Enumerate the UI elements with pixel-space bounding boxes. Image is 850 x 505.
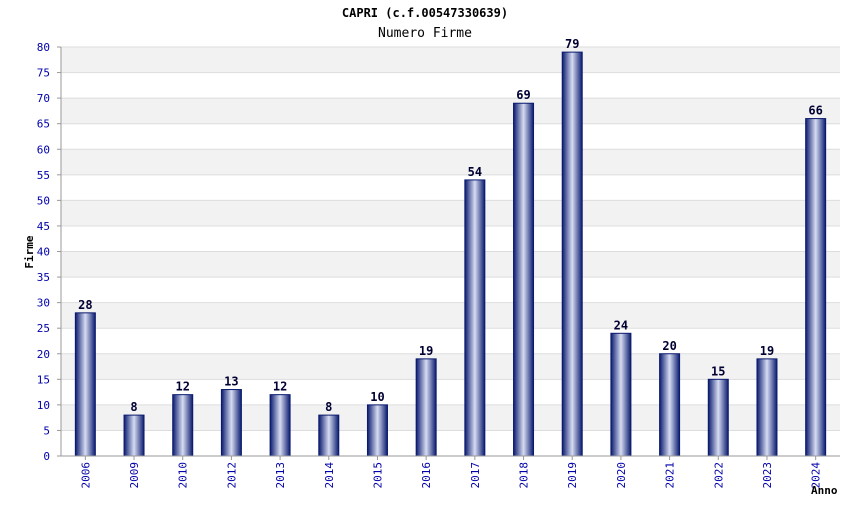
x-tick-label-2016: 2016	[420, 462, 433, 489]
grid-band	[61, 251, 840, 278]
bar-2015	[366, 404, 388, 457]
value-label-2016: 19	[419, 344, 433, 358]
y-tick-label: 70	[37, 92, 50, 105]
y-tick-label: 65	[37, 118, 50, 131]
value-label-2013: 12	[273, 380, 287, 394]
value-label-2014: 8	[325, 400, 332, 414]
bar-2016	[415, 358, 437, 457]
value-label-2018: 69	[516, 88, 530, 102]
value-label-2017: 54	[468, 165, 482, 179]
bar-2017	[464, 179, 486, 457]
background-bands	[61, 47, 840, 431]
bar-2018	[513, 102, 535, 457]
bar-2009	[123, 414, 145, 457]
y-tick-label: 60	[37, 143, 50, 156]
y-tick-label: 0	[43, 450, 50, 463]
grid-band	[61, 302, 840, 329]
y-tick-label: 5	[43, 424, 50, 437]
x-axis-ticks: 2006 2009 2010 2012 2013 2014 2015 2016 2017 2018…	[79, 456, 823, 489]
bar-2020	[610, 332, 632, 457]
value-label-2019: 79	[565, 37, 579, 51]
bar-2019	[561, 51, 583, 457]
value-label-2006: 28	[78, 298, 92, 312]
y-tick-label: 75	[37, 67, 50, 80]
bars	[74, 51, 827, 457]
bar-2013	[269, 394, 291, 457]
bar-2006	[74, 312, 96, 457]
x-tick-label-2022: 2022	[712, 462, 725, 489]
value-label-2024: 66	[808, 104, 822, 118]
y-tick-label: 50	[37, 194, 50, 207]
x-tick-label-2006: 2006	[79, 462, 92, 489]
bar-2012	[220, 389, 242, 457]
x-tick-label-2018: 2018	[518, 462, 531, 489]
grid-band	[61, 98, 840, 124]
x-tick-label-2023: 2023	[761, 462, 774, 489]
y-tick-label: 15	[37, 373, 50, 386]
y-axis-ticks: 0 5 10 15 20 25 30 35 40 45 50 55 60 65 70 75 80	[37, 41, 61, 463]
y-tick-label: 20	[37, 348, 50, 361]
x-tick-label-2019: 2019	[566, 462, 579, 489]
x-tick-label-2020: 2020	[615, 462, 628, 489]
x-tick-label-2015: 2015	[371, 462, 384, 489]
grid-band	[61, 149, 840, 175]
y-tick-label: 45	[37, 220, 50, 233]
value-label-2015: 10	[370, 390, 384, 404]
y-tick-label: 25	[37, 322, 50, 335]
value-label-2012: 13	[224, 375, 238, 389]
bar-2010	[172, 394, 194, 457]
x-tick-label-2012: 2012	[225, 462, 238, 489]
chart-subtitle: Numero Firme	[378, 26, 472, 41]
bar-2014	[318, 414, 340, 457]
value-label-2021: 20	[662, 339, 676, 353]
x-tick-label-2010: 2010	[177, 462, 190, 489]
grid-band	[61, 47, 840, 73]
y-tick-label: 30	[37, 297, 50, 310]
x-tick-label-2017: 2017	[469, 462, 482, 489]
x-tick-label-2014: 2014	[323, 462, 336, 489]
value-labels: 28 8 12 13 12 8 10 19 54 69 79 24 20 15 19 66	[78, 37, 823, 414]
value-label-2020: 24	[614, 318, 628, 332]
grid-band	[61, 200, 840, 226]
chart-title: CAPRI (c.f.00547330639)	[342, 6, 508, 20]
y-axis-label: Firme	[23, 235, 36, 268]
grid-band	[61, 353, 840, 380]
value-label-2010: 12	[175, 380, 189, 394]
y-tick-label: 35	[37, 271, 50, 284]
bar-2024	[805, 118, 827, 457]
value-label-2009: 8	[130, 400, 137, 414]
x-axis-label: Anno	[811, 484, 838, 497]
y-tick-label: 40	[37, 246, 50, 259]
bar-2021	[659, 353, 681, 457]
x-tick-label-2009: 2009	[128, 462, 141, 489]
x-tick-label-2021: 2021	[664, 462, 677, 489]
y-tick-label: 80	[37, 41, 50, 54]
x-tick-label-2024: 2024	[810, 462, 823, 489]
y-tick-label: 55	[37, 169, 50, 182]
value-label-2022: 15	[711, 364, 725, 378]
y-tick-label: 10	[37, 399, 50, 412]
bar-2022	[707, 378, 729, 457]
bar-2023	[756, 358, 778, 457]
x-tick-label-2013: 2013	[274, 462, 287, 489]
value-label-2023: 19	[760, 344, 774, 358]
